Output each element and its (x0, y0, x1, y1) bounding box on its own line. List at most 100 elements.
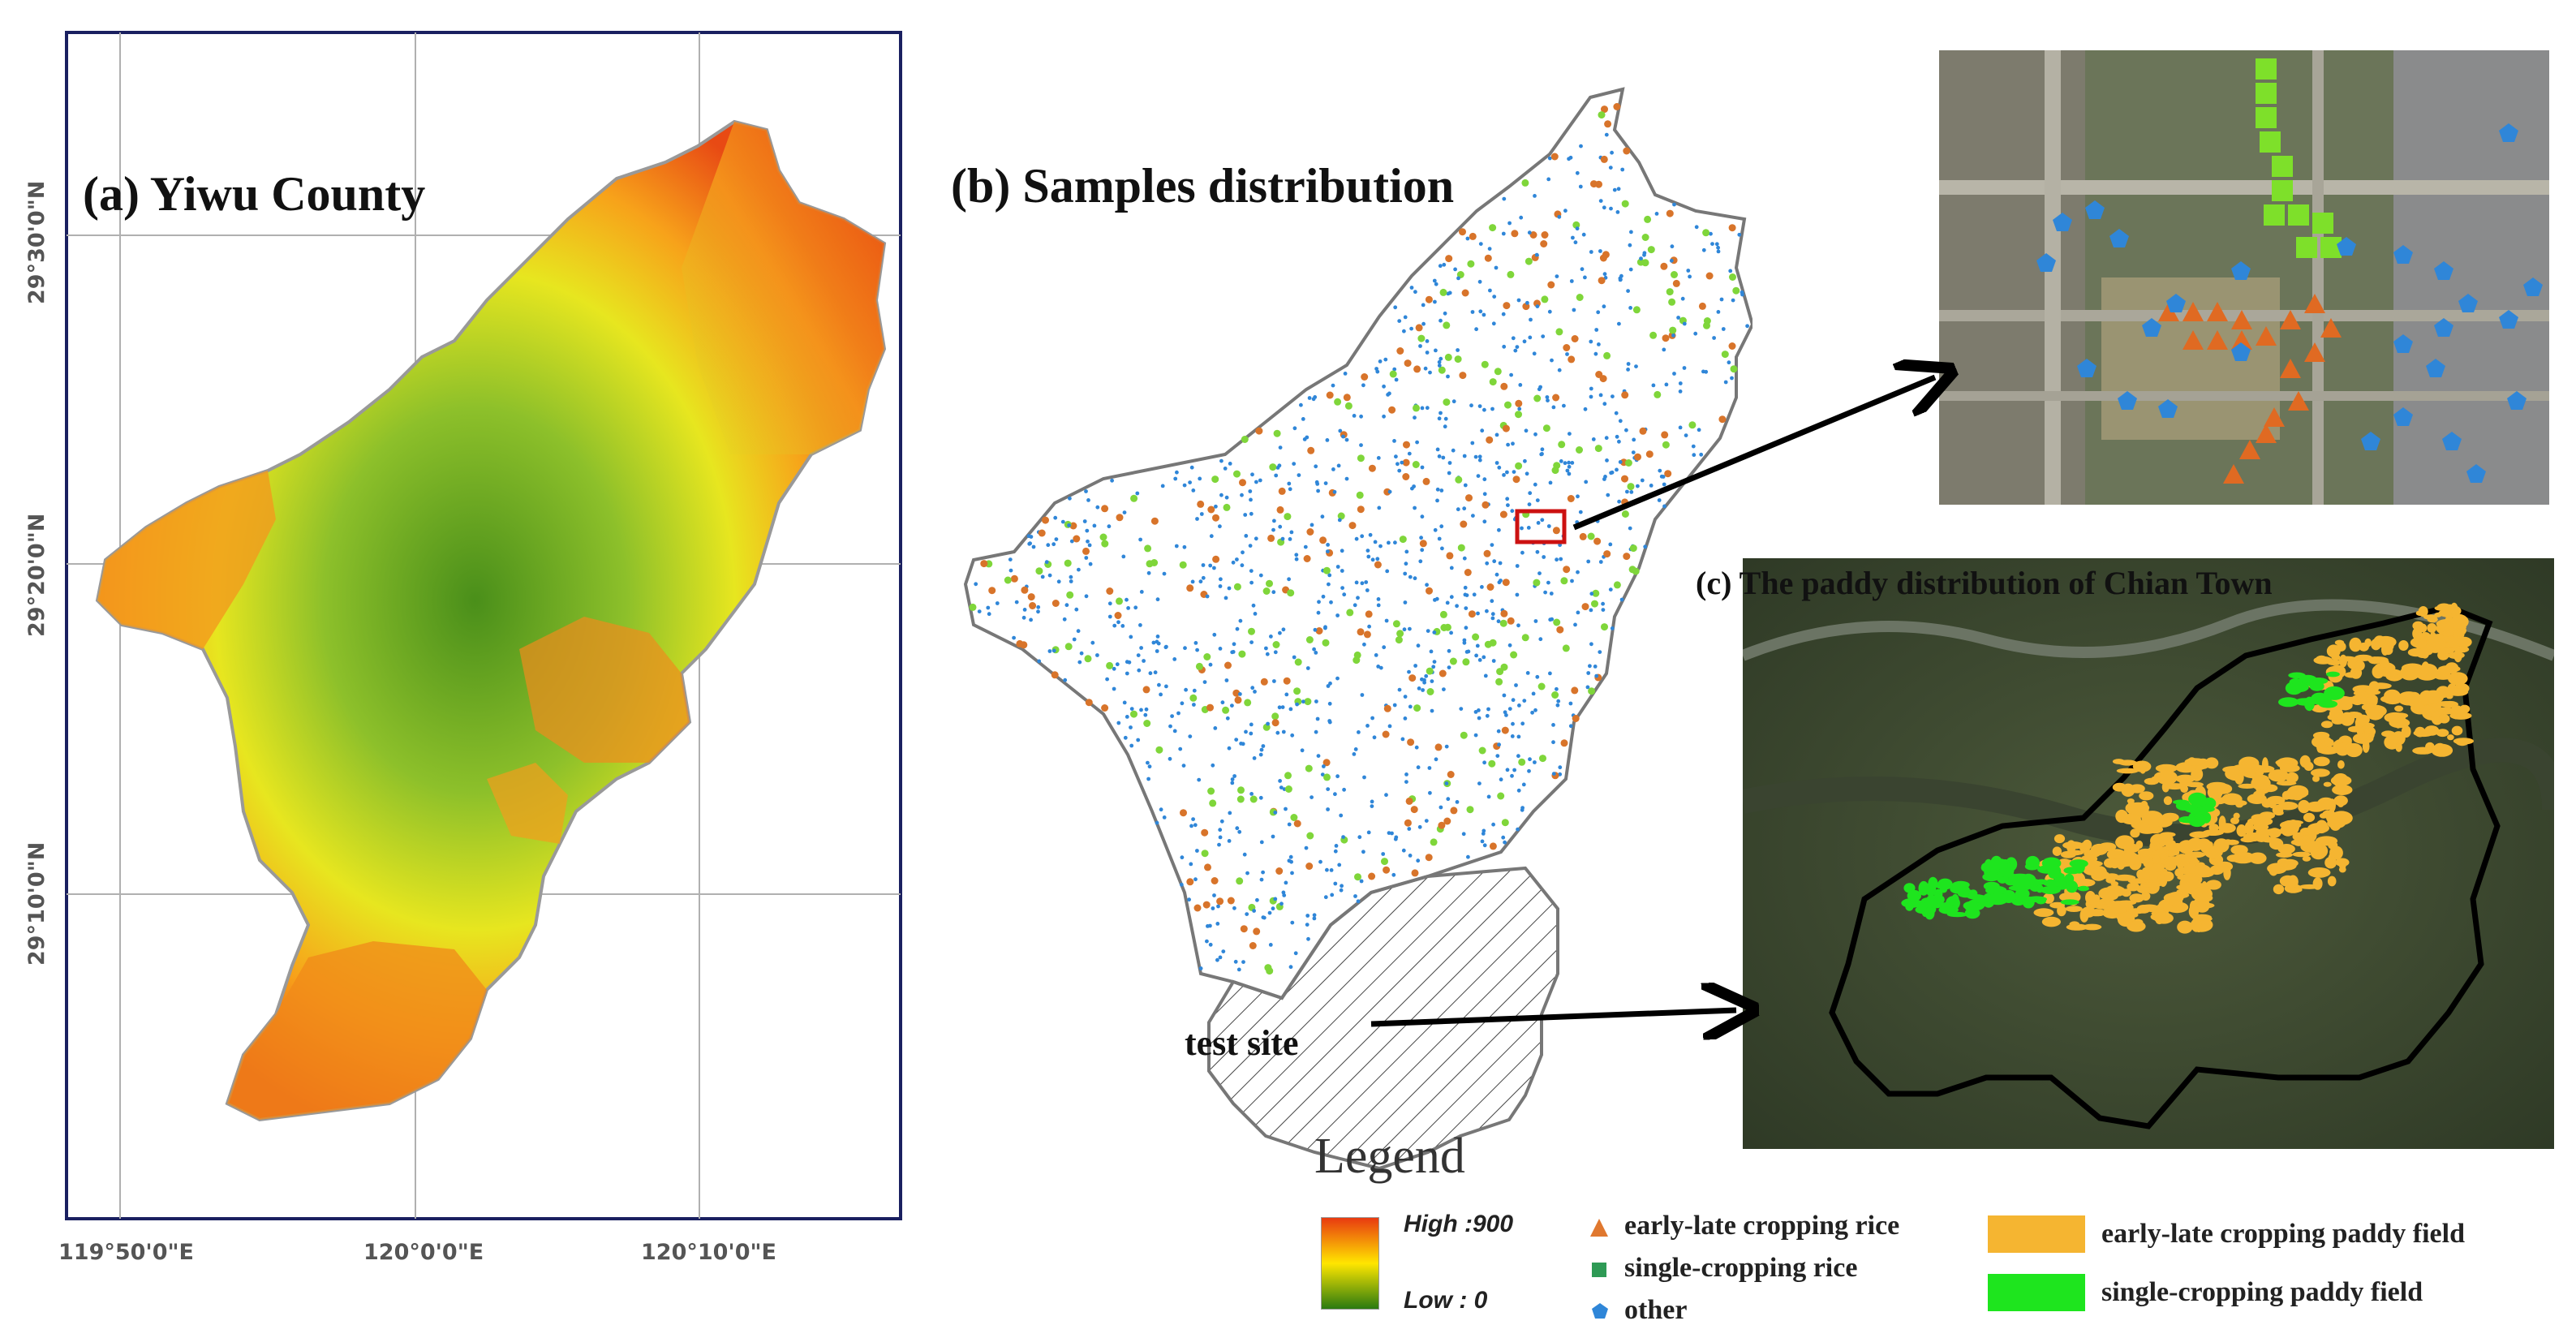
sample-point (1489, 378, 1497, 386)
sample-point (1403, 695, 1408, 699)
sample-point (1344, 476, 1349, 481)
sample-point (1521, 634, 1529, 642)
sample-point (1292, 426, 1297, 431)
early-late-paddy-patch (2433, 742, 2447, 756)
sample-point (1403, 571, 1408, 576)
other-marker (2361, 432, 2380, 450)
sample-point (1300, 748, 1305, 753)
sample-point (1463, 585, 1468, 590)
sample-point (1403, 716, 1408, 721)
sample-point (1384, 618, 1389, 623)
sample-point (1375, 557, 1380, 561)
sample-point (1266, 721, 1270, 726)
early-late-paddy-patch (2286, 772, 2299, 783)
sample-point (1669, 326, 1677, 334)
sample-point (1571, 235, 1575, 240)
sample-point (1551, 723, 1555, 727)
sample-point (1275, 730, 1280, 735)
sample-point (1170, 714, 1174, 718)
sample-point (1598, 199, 1603, 204)
early-late-paddy-patch (2213, 783, 2233, 794)
early-late-paddy-patch (2218, 823, 2236, 833)
sample-point (1520, 526, 1524, 531)
sample-point (1044, 560, 1049, 565)
early-late-paddy-patch (2436, 701, 2456, 707)
sample-point (1555, 703, 1560, 708)
sample-point (1368, 872, 1376, 880)
sample-point (1201, 563, 1206, 567)
sample-point (1344, 437, 1349, 442)
sample-point (1087, 543, 1092, 548)
sample-point (1249, 580, 1254, 585)
sample-point (1531, 691, 1536, 696)
other-marker (2158, 399, 2178, 418)
sample-point (1604, 120, 1612, 128)
early-late-paddy-patch (2261, 757, 2269, 772)
sample-point (1610, 470, 1615, 475)
sample-point (1335, 774, 1340, 779)
sample-point (1621, 498, 1629, 506)
sample-point (1503, 840, 1507, 845)
sample-point (1540, 447, 1545, 452)
single-rice-marker (2256, 83, 2277, 104)
sample-point (1418, 344, 1422, 348)
sample-point (1305, 923, 1310, 927)
sample-point (1576, 494, 1580, 499)
single-paddy-patch (1968, 889, 1978, 898)
sample-point (1230, 703, 1234, 708)
sample-point (1382, 414, 1386, 419)
sample-point (1589, 608, 1593, 613)
sample-point (1503, 302, 1511, 310)
sample-point (1326, 543, 1330, 547)
sample-point (1214, 504, 1218, 509)
sample-point (1538, 385, 1542, 389)
sample-point (1206, 703, 1214, 712)
sample-point (1589, 592, 1594, 596)
early-late-paddy-patch (2268, 769, 2289, 782)
early-late-paddy-patch (2225, 839, 2239, 845)
sample-point (1191, 488, 1196, 493)
sample-point (1271, 719, 1279, 727)
sample-point (1054, 537, 1059, 541)
paddy-map-svg (1743, 558, 2554, 1149)
sample-point (1470, 441, 1475, 445)
sample-point (1567, 471, 1572, 476)
sample-point (1593, 665, 1598, 669)
sample-point (1290, 871, 1294, 876)
sample-point (1223, 503, 1231, 511)
sample-point (1527, 502, 1532, 506)
sample-point (1510, 773, 1514, 778)
sample-point (1548, 480, 1553, 485)
sample-point (1445, 600, 1450, 605)
sample-point (1189, 824, 1193, 828)
sample-point (1222, 706, 1230, 714)
single-paddy-patch (1933, 897, 1945, 904)
sample-point (1437, 364, 1442, 368)
sample-point (1571, 335, 1579, 342)
sample-point (1438, 366, 1446, 374)
early-late-paddy-patch (2169, 895, 2183, 907)
sample-point (1294, 557, 1299, 561)
sample-point (1240, 563, 1245, 568)
sample-point (1064, 603, 1069, 608)
pentagon-icon (1592, 1303, 1608, 1319)
sample-point (1204, 863, 1211, 871)
sample-point (1063, 678, 1068, 682)
early-late-paddy-patch (2412, 627, 2423, 640)
sample-point (1548, 617, 1553, 622)
sample-point (1234, 738, 1239, 742)
sample-point (1678, 389, 1683, 394)
sample-point (1329, 600, 1333, 604)
sample-point (1092, 523, 1097, 528)
sample-point (1413, 704, 1421, 712)
sample-point (1482, 519, 1487, 524)
sample-point (1107, 601, 1112, 606)
sample-point (1464, 569, 1472, 576)
sample-point (1425, 339, 1430, 343)
sample-point (1305, 764, 1313, 772)
sample-point (1249, 569, 1254, 573)
sample-point (1284, 807, 1288, 811)
early-late-paddy-patch (2302, 855, 2312, 862)
sample-point (1262, 587, 1271, 595)
sample-point (1443, 424, 1447, 429)
